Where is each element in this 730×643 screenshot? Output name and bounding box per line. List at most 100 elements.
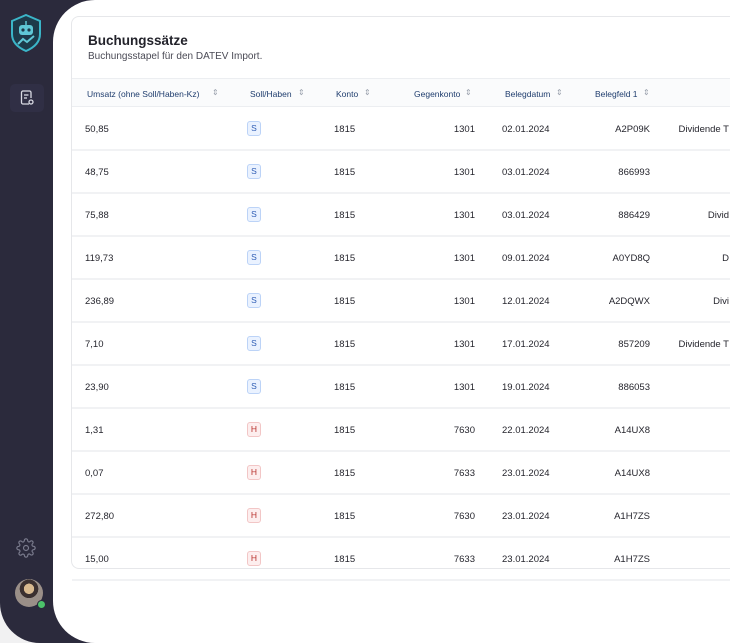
table-row[interactable]: 23,90 S 1815 1301 19.01.2024 886053 <box>72 366 730 409</box>
cell-belegdatum: 09.01.2024 <box>502 253 550 264</box>
cell-gegenkonto: 1301 <box>453 296 475 307</box>
cell-umsatz: 50,85 <box>85 124 109 135</box>
cell-buchungstext: Divi <box>713 296 729 307</box>
soll-haben-badge: H <box>247 508 261 523</box>
cell-gegenkonto: 1301 <box>453 167 475 178</box>
cell-belegfeld-1: 857209 <box>618 339 650 350</box>
cell-umsatz: 119,73 <box>85 253 114 264</box>
cell-umsatz: 7,10 <box>85 339 104 350</box>
cell-gegenkonto: 1301 <box>453 339 475 350</box>
cell-gegenkonto: 1301 <box>453 253 475 264</box>
cell-konto: 1815 <box>334 511 356 522</box>
column-header-belegdatum[interactable]: Belegdatum <box>505 89 551 99</box>
soll-haben-badge: S <box>247 164 261 179</box>
cell-belegfeld-1: A0YD8Q <box>612 253 651 264</box>
cell-belegdatum: 22.01.2024 <box>502 425 550 436</box>
column-header-konto[interactable]: Konto <box>336 89 359 99</box>
cell-umsatz: 1,31 <box>85 425 104 436</box>
cell-buchungstext: D <box>722 253 729 264</box>
page-subtitle: Buchungsstapel für den DATEV Import. <box>88 51 263 62</box>
cell-belegfeld-1: 886429 <box>618 210 650 221</box>
sort-icon[interactable]: ⇕ <box>643 88 650 97</box>
cell-buchungstext: Divid <box>707 210 729 221</box>
online-status-indicator <box>37 600 46 609</box>
cell-belegdatum: 23.01.2024 <box>502 554 550 565</box>
cell-belegdatum: 02.01.2024 <box>502 124 550 135</box>
cell-umsatz: 0,07 <box>85 468 104 479</box>
cell-gegenkonto: 1301 <box>453 382 475 393</box>
cell-belegfeld-1: 886053 <box>618 382 650 393</box>
soll-haben-badge: S <box>247 293 261 308</box>
cell-gegenkonto: 1301 <box>453 210 475 221</box>
column-header-belegfeld-1[interactable]: Belegfeld 1 <box>595 89 638 99</box>
table-row[interactable]: 15,00 H 1815 7633 23.01.2024 A1H7ZS <box>72 538 730 581</box>
column-header-soll-haben[interactable]: Soll/Haben <box>250 89 292 99</box>
user-avatar[interactable] <box>15 579 46 609</box>
table-row[interactable]: 1,31 H 1815 7630 22.01.2024 A14UX8 <box>72 409 730 452</box>
table-row[interactable]: 0,07 H 1815 7633 23.01.2024 A14UX8 <box>72 452 730 495</box>
table-row[interactable]: 272,80 H 1815 7630 23.01.2024 A1H7ZS <box>72 495 730 538</box>
table-row[interactable]: 50,85 S 1815 1301 02.01.2024 A2P09K Divi… <box>72 108 730 151</box>
column-header-gegenkonto[interactable]: Gegenkonto <box>414 89 461 99</box>
soll-haben-badge: S <box>247 250 261 265</box>
cell-konto: 1815 <box>334 167 356 178</box>
sidebar-item-documents[interactable] <box>10 84 44 112</box>
table-row[interactable]: 75,88 S 1815 1301 03.01.2024 886429 Divi… <box>72 194 730 237</box>
soll-haben-badge: H <box>247 465 261 480</box>
cell-gegenkonto: 1301 <box>453 124 475 135</box>
cell-umsatz: 236,89 <box>85 296 115 307</box>
cell-gegenkonto: 7630 <box>453 425 475 436</box>
sort-icon[interactable]: ⇕ <box>364 88 371 97</box>
table-row[interactable]: 7,10 S 1815 1301 17.01.2024 857209 Divid… <box>72 323 730 366</box>
cell-belegdatum: 17.01.2024 <box>502 339 550 350</box>
cell-konto: 1815 <box>334 296 356 307</box>
cell-gegenkonto: 7630 <box>453 511 475 522</box>
column-header-umsatz[interactable]: Umsatz (ohne Soll/Haben-Kz) <box>87 89 200 99</box>
cell-konto: 1815 <box>334 425 356 436</box>
cell-umsatz: 272,80 <box>85 511 115 522</box>
cell-belegdatum: 23.01.2024 <box>502 468 550 479</box>
table-header: Umsatz (ohne Soll/Haben-Kz) ⇕ Soll/Haben… <box>72 78 730 107</box>
cell-konto: 1815 <box>334 124 356 135</box>
table-row[interactable]: 236,89 S 1815 1301 12.01.2024 A2DQWX Div… <box>72 280 730 323</box>
cell-belegfeld-1: 866993 <box>618 167 650 178</box>
cell-umsatz: 15,00 <box>85 554 109 565</box>
robot-shield-logo[interactable] <box>10 14 42 52</box>
page-title: Buchungssätze <box>88 33 188 48</box>
cell-gegenkonto: 7633 <box>453 554 475 565</box>
cell-buchungstext: Dividende T <box>678 339 729 350</box>
cell-umsatz: 23,90 <box>85 382 109 393</box>
sort-icon[interactable]: ⇕ <box>298 88 305 97</box>
gear-icon[interactable] <box>16 538 36 558</box>
cell-konto: 1815 <box>334 554 356 565</box>
soll-haben-badge: H <box>247 422 261 437</box>
cell-umsatz: 75,88 <box>85 210 109 221</box>
cell-belegdatum: 19.01.2024 <box>502 382 550 393</box>
cell-umsatz: 48,75 <box>85 167 109 178</box>
table-row[interactable]: 48,75 S 1815 1301 03.01.2024 866993 <box>72 151 730 194</box>
sort-icon[interactable]: ⇕ <box>212 88 219 97</box>
cell-konto: 1815 <box>334 468 356 479</box>
cell-konto: 1815 <box>334 253 356 264</box>
soll-haben-badge: H <box>247 551 261 566</box>
cell-konto: 1815 <box>334 210 356 221</box>
sort-icon[interactable]: ⇕ <box>465 88 472 97</box>
cell-belegfeld-1: A14UX8 <box>614 468 650 479</box>
cell-belegfeld-1: A1H7ZS <box>614 511 650 522</box>
cell-konto: 1815 <box>334 339 356 350</box>
soll-haben-badge: S <box>247 379 261 394</box>
cell-belegdatum: 23.01.2024 <box>502 511 550 522</box>
sort-icon[interactable]: ⇕ <box>556 88 563 97</box>
cell-belegdatum: 03.01.2024 <box>502 210 550 221</box>
soll-haben-badge: S <box>247 207 261 222</box>
table-row[interactable]: 119,73 S 1815 1301 09.01.2024 A0YD8Q D <box>72 237 730 280</box>
cell-konto: 1815 <box>334 382 356 393</box>
cell-gegenkonto: 7633 <box>453 468 475 479</box>
cell-buchungstext: Dividende T <box>678 124 729 135</box>
cell-belegdatum: 12.01.2024 <box>502 296 550 307</box>
cell-belegfeld-1: A14UX8 <box>614 425 650 436</box>
bookings-card: Buchungssätze Buchungsstapel für den DAT… <box>71 16 730 581</box>
cell-belegdatum: 03.01.2024 <box>502 167 550 178</box>
document-settings-icon <box>20 90 34 105</box>
soll-haben-badge: S <box>247 336 261 351</box>
